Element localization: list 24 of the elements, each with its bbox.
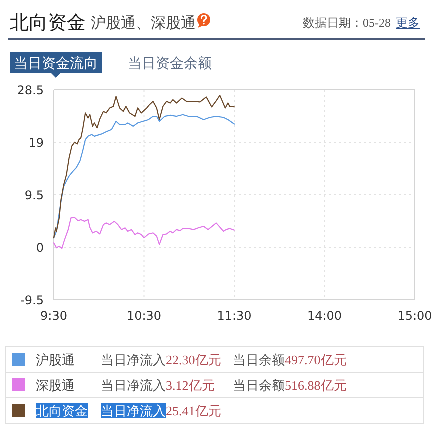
chart-title: 北向资金 <box>10 12 86 34</box>
text: 当日资金余额 <box>128 56 212 72</box>
x-tick-label: 15:00 <box>398 309 432 323</box>
y-tick-label: 19 <box>28 136 44 150</box>
legend-label: 沪股通 <box>36 352 75 368</box>
text: 更多 <box>396 16 420 30</box>
x-tick-label: 11:30 <box>217 309 252 323</box>
text: 当日净流入25.41亿元 <box>101 404 222 418</box>
y-tick-label: -9.5 <box>20 294 44 308</box>
text: 当日净流入3.12亿元 <box>101 378 215 393</box>
y-tick-label: 28.5 <box>17 84 44 98</box>
text: 数据日期：05-28 <box>303 16 391 30</box>
legend-label: 深股通 <box>36 378 75 393</box>
y-tick-label: 0 <box>36 241 44 255</box>
legend-label: 北向资金 <box>36 404 88 418</box>
text: 当日余额497.70亿元 <box>233 352 347 368</box>
text: 当日资金流向 <box>14 56 98 72</box>
text: 当日净流入22.30亿元 <box>101 352 222 368</box>
text: 当日余额516.88亿元 <box>233 378 347 393</box>
chart-subtitle: 沪股通、深股通 <box>91 14 196 32</box>
x-tick-label: 14:00 <box>307 309 342 323</box>
y-tick-label: 9.5 <box>24 188 44 202</box>
x-tick-label: 9:30 <box>40 309 68 323</box>
x-tick-label: 10:30 <box>126 309 162 323</box>
